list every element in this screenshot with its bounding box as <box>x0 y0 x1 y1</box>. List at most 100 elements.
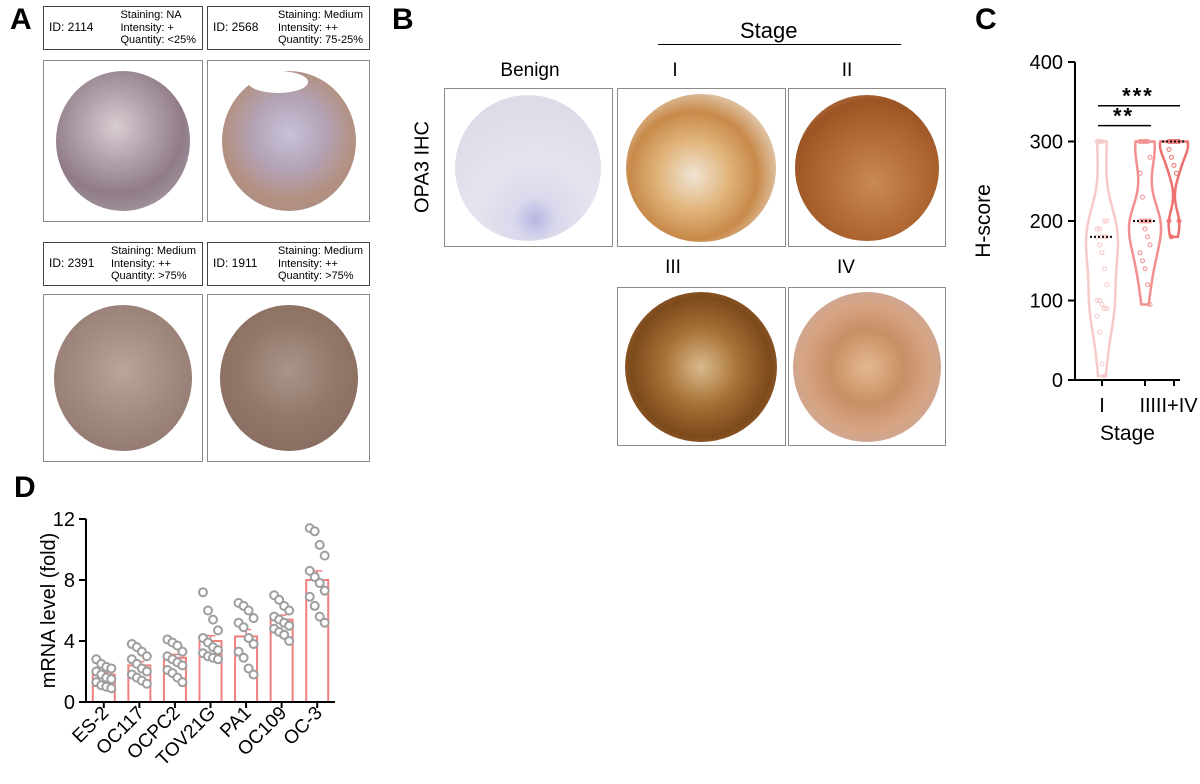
tissue-core <box>56 71 190 211</box>
data-point <box>1137 170 1143 176</box>
x-tick-label: I <box>1099 395 1105 417</box>
data-point <box>1169 234 1174 240</box>
tissue-image-2391 <box>43 294 203 462</box>
data-point <box>304 591 315 602</box>
data-point <box>1145 282 1150 288</box>
tissue-core <box>795 95 939 241</box>
data-point <box>1174 170 1179 176</box>
tissue-image-stage-iv <box>788 287 946 446</box>
data-point <box>141 651 152 662</box>
tissue-core <box>54 305 192 451</box>
data-point <box>1097 329 1102 335</box>
violin-I <box>1084 140 1120 378</box>
data-point <box>1094 226 1100 232</box>
data-point <box>309 526 320 537</box>
data-point <box>1147 154 1153 160</box>
data-point <box>106 663 117 674</box>
tissue-core <box>222 71 356 211</box>
data-point <box>1169 139 1174 144</box>
data-point <box>1140 218 1145 224</box>
data-point <box>304 565 315 576</box>
data-point <box>213 645 223 656</box>
quantity-text: Quantity: 75-25% <box>278 34 363 47</box>
y-axis-label: H-score <box>972 184 995 258</box>
data-point <box>1099 361 1105 367</box>
intensity-text: Intensity: + <box>120 21 174 34</box>
staining-text: Staining: Medium <box>278 245 363 257</box>
info-box-2114: ID: 2114 Staining: NA Intensity: + Quant… <box>43 6 203 50</box>
y-tick-label: 12 <box>53 509 75 531</box>
quantity-text: Quantity: >75% <box>278 270 354 283</box>
data-point <box>319 585 330 596</box>
data-point <box>1137 250 1143 256</box>
x-tick-label: OC-3 <box>280 703 327 750</box>
data-point <box>198 587 208 598</box>
y-tick-label: 400 <box>1030 52 1063 74</box>
data-point <box>1104 282 1110 288</box>
row-label-container: OPA3 IHC <box>403 92 443 242</box>
y-tick-label: 300 <box>1030 132 1063 154</box>
violin-III+IV <box>1158 140 1190 239</box>
data-point <box>248 613 259 624</box>
intensity-text: Intensity: ++ <box>111 257 171 270</box>
data-point <box>1094 139 1100 144</box>
data-point <box>279 629 290 640</box>
data-point <box>284 636 295 646</box>
data-point <box>1147 301 1153 307</box>
data-point <box>106 674 117 685</box>
tissue-core <box>793 292 941 442</box>
data-point <box>141 666 152 677</box>
sample-id: ID: 2391 <box>49 256 95 271</box>
x-tick-label: II <box>1139 395 1150 417</box>
data-point <box>1166 146 1172 152</box>
data-point <box>1099 250 1105 256</box>
stage-line <box>658 44 901 45</box>
data-point <box>1142 139 1148 144</box>
panel-c-label: C <box>975 3 997 36</box>
data-point <box>1094 313 1100 319</box>
opa3-ihc-label: OPA3 IHC <box>411 121 434 213</box>
data-point <box>203 605 213 616</box>
data-point <box>1176 218 1182 224</box>
tissue-core <box>626 94 776 242</box>
x-axis-label: Stage <box>1100 422 1155 445</box>
data-point <box>1142 266 1148 272</box>
sample-id: ID: 1911 <box>213 256 258 271</box>
panel-a-label: A <box>10 3 32 36</box>
data-point <box>1145 234 1150 240</box>
data-point <box>319 617 330 628</box>
tissue-image-stage-i <box>617 88 786 247</box>
data-point <box>106 683 117 694</box>
y-tick-label: 0 <box>64 692 75 714</box>
data-point <box>1166 218 1172 224</box>
data-point <box>1102 218 1107 224</box>
data-point <box>233 646 244 657</box>
data-point <box>1094 298 1100 303</box>
x-tick-label: III+IV <box>1150 395 1198 417</box>
data-point <box>1147 218 1153 224</box>
y-tick-label: 100 <box>1030 291 1063 313</box>
sample-id: ID: 2114 <box>49 20 94 35</box>
tissue-image-benign <box>444 88 613 247</box>
info-box-1911: ID: 1911 Staining: Medium Intensity: ++ … <box>207 242 370 286</box>
data-point <box>213 625 223 636</box>
tissue-core <box>455 95 601 241</box>
data-point <box>1145 139 1150 144</box>
data-point <box>1097 242 1102 248</box>
data-point <box>284 605 295 616</box>
data-point <box>243 663 254 674</box>
data-point <box>1169 154 1174 160</box>
tissue-core <box>220 305 358 451</box>
data-point <box>1099 301 1105 307</box>
data-point <box>1102 305 1107 311</box>
tissue-image-2568 <box>207 60 370 222</box>
panel-b-label: B <box>392 3 414 36</box>
data-point <box>172 640 183 651</box>
staining-text: Staining: NA <box>120 9 182 21</box>
benign-label: Benign <box>500 60 560 81</box>
data-point <box>284 620 295 631</box>
data-point <box>309 571 320 582</box>
data-point <box>177 646 188 657</box>
